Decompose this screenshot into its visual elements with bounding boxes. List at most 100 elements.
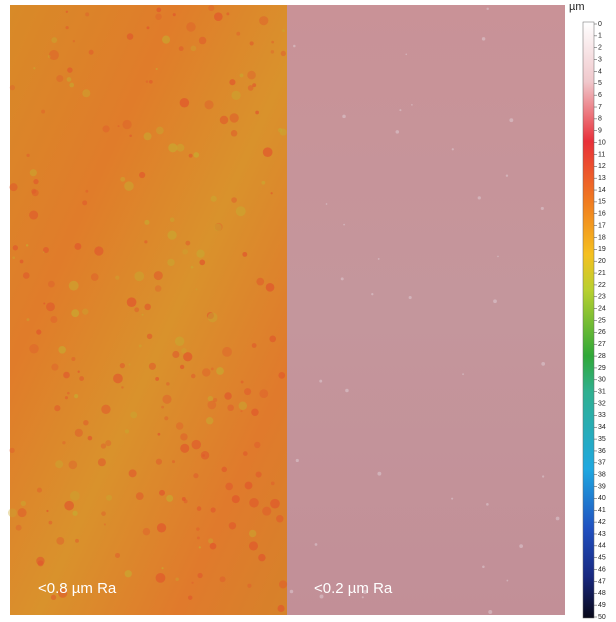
colorbar-tick-label: 13 <box>598 175 606 182</box>
texture-spot <box>451 498 453 500</box>
colorbar-tick-label: 42 <box>598 519 606 526</box>
colorbar-tick-label: 21 <box>598 270 606 277</box>
texture-spot <box>252 83 256 87</box>
texture-spot <box>188 595 192 599</box>
texture-spot <box>74 243 81 250</box>
texture-spot <box>208 538 213 543</box>
texture-spot <box>82 89 90 97</box>
colorbar <box>583 22 594 618</box>
texture-spot <box>249 541 258 550</box>
colorbar-tick-label: 4 <box>598 68 602 75</box>
texture-spot <box>79 376 84 381</box>
texture-spot <box>130 411 137 418</box>
colorbar-tick-label: 40 <box>598 495 606 502</box>
texture-spot <box>191 46 197 52</box>
texture-spot <box>256 471 262 477</box>
texture-spot <box>168 143 177 152</box>
texture-spot <box>162 567 164 569</box>
texture-spot <box>293 45 296 48</box>
texture-spot <box>204 100 213 109</box>
texture-spot <box>198 573 203 578</box>
texture-spot <box>196 249 204 257</box>
texture-spot <box>156 8 161 13</box>
texture-spot <box>377 472 381 476</box>
texture-spot <box>157 523 166 532</box>
texture-spot <box>278 605 285 612</box>
texture-spot <box>51 37 57 43</box>
colorbar-tick-label: 1 <box>598 33 602 40</box>
texture-spot <box>271 41 274 44</box>
texture-spot <box>12 256 15 259</box>
texture-spot <box>269 336 276 343</box>
texture-spot <box>210 543 217 550</box>
texture-spot <box>266 283 275 292</box>
texture-spot <box>242 252 247 257</box>
texture-spot <box>134 307 139 312</box>
texture-spot <box>37 488 42 493</box>
texture-spot <box>149 80 153 84</box>
colorbar-tick-label: 50 <box>598 614 606 621</box>
texture-spot <box>176 422 183 429</box>
texture-spot <box>129 363 131 365</box>
texture-spot <box>230 113 239 122</box>
texture-spot <box>252 343 257 348</box>
texture-spot <box>58 346 66 354</box>
colorbar-tick-label: 14 <box>598 187 606 194</box>
texture-spot <box>172 460 175 463</box>
texture-spot <box>179 46 184 51</box>
texture-spot <box>125 570 132 577</box>
texture-spot <box>225 483 233 491</box>
texture-spot <box>227 404 234 411</box>
texture-spot <box>189 154 193 158</box>
texture-spot <box>21 501 26 506</box>
texture-spot <box>271 50 274 53</box>
texture-spot <box>106 495 112 501</box>
texture-spot <box>48 281 55 288</box>
colorbar-tick-label: 27 <box>598 341 606 348</box>
texture-spot <box>229 522 236 529</box>
texture-spot <box>72 511 77 516</box>
texture-spot <box>156 127 164 135</box>
panel-label: <0.8 µm Ra <box>38 580 117 597</box>
texture-spot <box>164 416 168 420</box>
texture-spot <box>249 530 256 537</box>
texture-spot <box>67 392 70 395</box>
texture-spot <box>202 368 210 376</box>
colorbar-tick-label: 12 <box>598 163 606 170</box>
texture-spot <box>192 440 202 450</box>
texture-spot <box>281 51 286 56</box>
texture-spot <box>263 147 273 157</box>
texture-spot <box>290 590 294 594</box>
texture-spot <box>26 244 28 246</box>
texture-spot <box>143 528 150 535</box>
texture-spot <box>124 181 133 190</box>
texture-spot <box>82 200 87 205</box>
texture-spot <box>206 417 213 424</box>
texture-spot <box>36 329 41 334</box>
colorbar-tick-label: 26 <box>598 329 606 336</box>
texture-spot <box>75 539 79 543</box>
texture-spot <box>51 364 58 371</box>
texture-spot <box>231 130 237 136</box>
texture-spot <box>241 381 244 384</box>
texture-spot <box>176 144 184 152</box>
texture-spot <box>89 50 94 55</box>
texture-spot <box>82 308 88 314</box>
texture-spot <box>16 525 22 531</box>
texture-spot <box>240 410 242 412</box>
colorbar-tick-label: 9 <box>598 128 602 135</box>
texture-spot <box>278 372 285 379</box>
texture-spot <box>276 515 283 522</box>
texture-spot <box>343 224 345 226</box>
texture-spot <box>236 32 240 36</box>
colorbar-ticks: 0123456789101112131415161718192021222324… <box>594 21 606 621</box>
colorbar-tick-label: 32 <box>598 400 606 407</box>
colorbar-tick-label: 35 <box>598 436 606 443</box>
texture-spot <box>216 367 224 375</box>
texture-spot <box>115 553 120 558</box>
texture-spot <box>91 273 99 281</box>
texture-spot <box>478 196 481 199</box>
texture-spot <box>46 302 55 311</box>
texture-spot <box>506 580 508 582</box>
texture-spot <box>78 371 80 373</box>
